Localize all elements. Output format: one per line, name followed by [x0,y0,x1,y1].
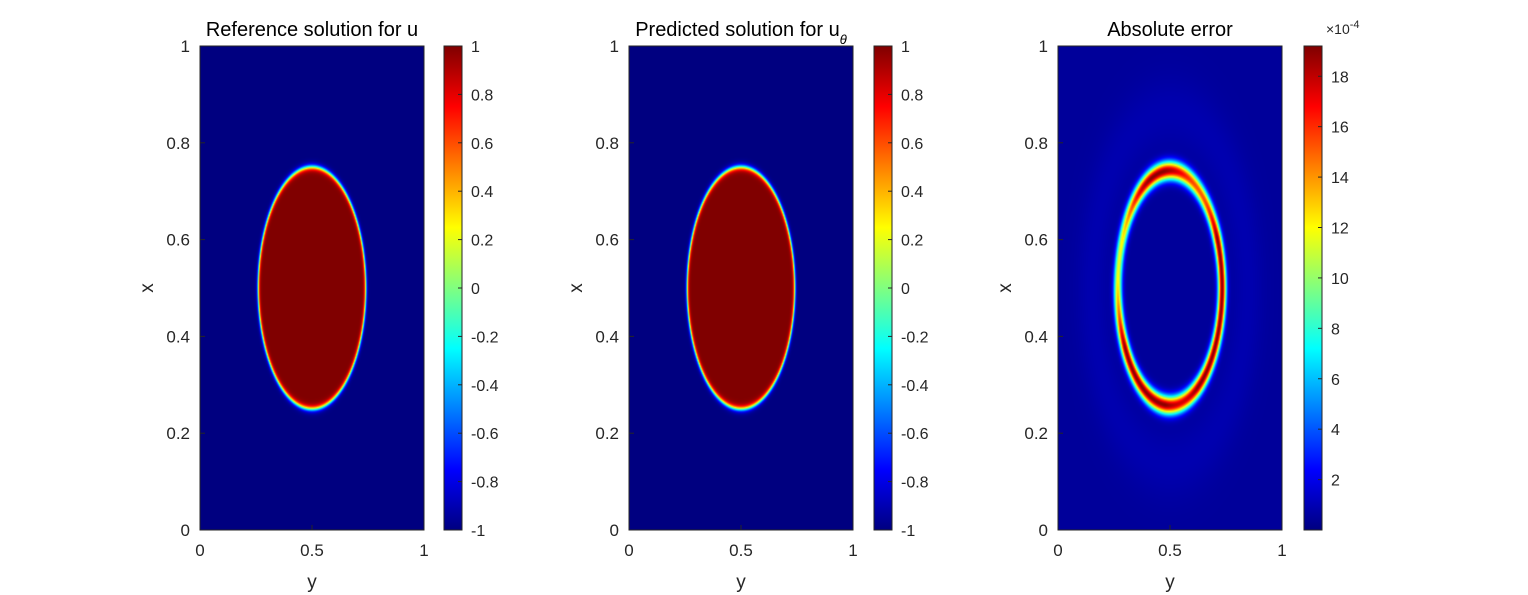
y-tick-label: 1 [610,37,619,56]
y-tick-label: 0.2 [166,424,190,443]
colorbar-tick-label: 0.4 [901,184,923,201]
colorbar [444,46,462,530]
x-tick-label: 0.5 [729,541,753,560]
y-tick-label: 0.8 [166,134,190,153]
x-tick-label: 0 [624,541,633,560]
x-tick-label: 1 [848,541,857,560]
colorbar-tick-label: -0.6 [471,426,499,443]
colorbar-tick-label: 10 [1331,271,1349,288]
colorbar-tick-label: 14 [1331,170,1349,187]
colorbar-tick-label: -0.8 [901,475,929,492]
x-tick-label: 0.5 [1158,541,1182,560]
y-tick-label: 0.6 [1024,231,1048,250]
colorbar-tick-label: -0.2 [901,329,929,346]
y-tick-label: 0.4 [1024,327,1048,346]
colorbar-tick-label: -1 [901,523,915,540]
colorbar-tick-label: -1 [471,523,485,540]
y-tick-label: 0.2 [595,424,619,443]
title-text: Absolute error [1107,19,1233,41]
y-tick-label: 0.6 [166,231,190,250]
colorbar-tick-label: 6 [1331,372,1340,389]
colorbar-tick-label: 0 [901,281,910,298]
colorbar-tick-label: 1 [901,39,910,56]
colorbar-tick-label: 8 [1331,321,1340,338]
x-tick-label: 1 [1277,541,1286,560]
colorbar-tick-label: 0.2 [471,233,493,250]
heatmap-image [200,46,424,530]
panel-title: Absolute error [1107,19,1233,41]
heatmap-image [629,46,853,530]
panel-1: Reference solution for u 0 0.5 1 0 0.2 0.4 0.6 0… [137,19,499,593]
panel-title: Reference solution for u [206,19,418,41]
colorbar-tick-label: 18 [1331,69,1349,86]
y-tick-label: 1 [1039,37,1048,56]
colorbar-tick-label: -0.4 [471,378,499,395]
colorbar-tick-label: 0 [471,281,480,298]
panel-title: Predicted solution for uθ [635,19,847,47]
y-tick-label: 0 [181,521,190,540]
y-tick-label: 0.8 [595,134,619,153]
axes-frame [199,45,425,531]
colorbar-tick-label: -0.6 [901,426,929,443]
colorbar-tick-label: 16 [1331,120,1349,137]
x-axis-label: y [736,572,746,593]
x-tick-label: 1 [419,541,428,560]
colorbar-tick-label: 2 [1331,473,1340,490]
colorbar-tick-label: 0.4 [471,184,493,201]
x-axis-label: y [1165,572,1175,593]
colorbar-exponent-base: ×10 [1326,21,1350,37]
colorbar-tick-label: 0.8 [901,87,923,104]
x-axis-label: y [307,572,317,593]
colorbar-tick-label: -0.8 [471,475,499,492]
title-text: Reference solution for u [206,19,418,41]
title-subscript: θ [840,32,847,47]
colorbar-tick-label: 12 [1331,221,1349,238]
y-axis-label: x [137,283,158,293]
y-axis-label: x [566,283,587,293]
y-tick-label: 0.2 [1024,424,1048,443]
colorbar-tick-label: -0.2 [471,329,499,346]
title-text: Predicted solution for u [635,19,840,41]
colorbar-tick-label: 0.6 [471,136,493,153]
y-tick-label: 0.4 [595,327,619,346]
x-tick-label: 0 [1053,541,1062,560]
colorbar [874,46,892,530]
colorbar-tick-label: 0.8 [471,87,493,104]
x-tick-label: 0 [195,541,204,560]
colorbar [1304,46,1322,530]
y-tick-label: 0 [610,521,619,540]
x-tick-label: 0.5 [300,541,324,560]
y-tick-label: 0.4 [166,327,190,346]
axes-frame [1057,45,1283,531]
panel-2: Predicted solution for uθ 0 0.5 1 0 0.2 0.4 0.6… [566,19,929,593]
y-tick-label: 1 [181,37,190,56]
axes-frame [628,45,854,531]
y-tick-label: 0.6 [595,231,619,250]
colorbar-tick-label: -0.4 [901,378,929,395]
colorbar-tick-label: 0.2 [901,233,923,250]
colorbar-tick-label: 1 [471,39,480,56]
y-tick-label: 0.8 [1024,134,1048,153]
heatmap-image [1058,46,1282,530]
colorbar-tick-label: 4 [1331,422,1340,439]
y-tick-label: 0 [1039,521,1048,540]
colorbar-exponent-power: -4 [1350,19,1360,31]
y-axis-label: x [995,283,1016,293]
colorbar-frame [1303,45,1323,531]
colorbar-exponent: ×10-4 [1326,19,1360,37]
colorbar-tick-label: 0.6 [901,136,923,153]
